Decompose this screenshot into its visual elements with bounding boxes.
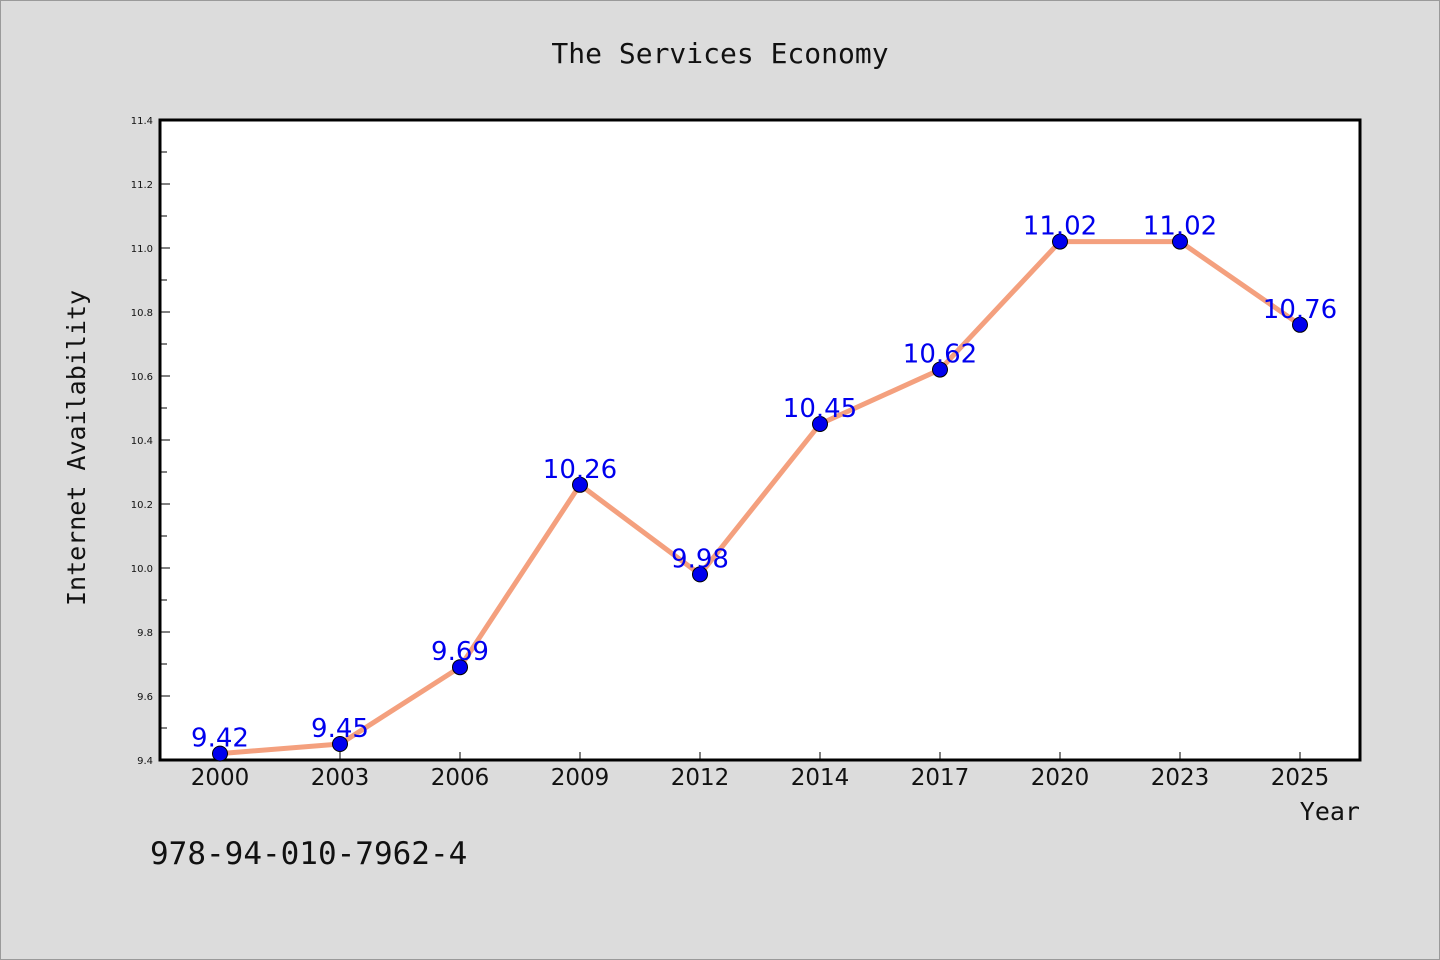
y-tick-label: 10.4 <box>131 436 153 447</box>
data-point <box>332 736 348 752</box>
data-point <box>572 476 588 493</box>
y-tick-label: 10.8 <box>131 308 153 319</box>
data-label: 9.69 <box>431 637 489 667</box>
x-tick-label: 2017 <box>911 765 970 791</box>
y-tick-label: 10.0 <box>131 564 153 575</box>
data-point <box>812 416 828 432</box>
x-tick-label: 2000 <box>191 765 250 791</box>
isbn-text: 978-94-010-7962-4 <box>150 836 467 872</box>
y-tick-label: 11.4 <box>131 116 153 127</box>
chart-title: The Services Economy <box>551 37 888 70</box>
y-axis-ticks: 9.4 9.6 9.8 10.0 10.2 10.4 10.6 10.8 11.0 11.2 11.… <box>131 116 170 767</box>
x-tick-label: 2020 <box>1031 765 1090 791</box>
data-point <box>1172 233 1188 250</box>
data-label: 10.62 <box>903 340 977 370</box>
x-axis-label: Year <box>1300 797 1360 826</box>
data-label: 9.45 <box>311 714 369 744</box>
x-tick-label: 2023 <box>1151 765 1210 791</box>
data-label: 9.42 <box>191 724 249 754</box>
x-axis-ticks: 2000 2003 2006 2009 2012 2014 2017 2020 2023 2025 <box>191 752 1330 791</box>
x-tick-label: 2003 <box>311 765 370 791</box>
data-point <box>932 361 948 378</box>
data-point <box>692 566 708 583</box>
data-label: 11.02 <box>1023 212 1097 242</box>
x-tick-label: 2025 <box>1271 765 1330 791</box>
y-axis-label: Internet Availability <box>62 290 91 606</box>
x-tick-label: 2014 <box>791 765 850 791</box>
series-line <box>217 239 1303 757</box>
data-label: 10.26 <box>543 455 617 485</box>
x-tick-label: 2006 <box>431 765 490 791</box>
y-tick-label: 10.6 <box>131 372 153 383</box>
plot-area <box>158 118 1362 762</box>
data-label: 10.45 <box>783 394 857 424</box>
y-tick-label: 9.8 <box>137 628 153 639</box>
data-label: 10.76 <box>1263 295 1337 325</box>
data-point <box>1292 316 1308 333</box>
y-tick-label: 9.6 <box>137 692 153 703</box>
data-point <box>1052 233 1068 250</box>
y-tick-label: 10.2 <box>131 500 153 511</box>
data-point <box>452 659 468 676</box>
y-tick-label: 9.4 <box>137 756 153 767</box>
data-point <box>212 745 228 762</box>
data-label: 11.02 <box>1143 212 1217 242</box>
y-tick-label: 11.0 <box>131 244 153 255</box>
y-tick-label: 11.2 <box>131 180 153 191</box>
x-tick-label: 2009 <box>551 765 610 791</box>
series-group: 9.42 9.45 9.69 10.26 9.98 10.45 10.62 11.02 11.0… <box>191 212 1337 762</box>
data-label: 9.98 <box>671 544 729 574</box>
x-tick-label: 2012 <box>671 765 730 791</box>
